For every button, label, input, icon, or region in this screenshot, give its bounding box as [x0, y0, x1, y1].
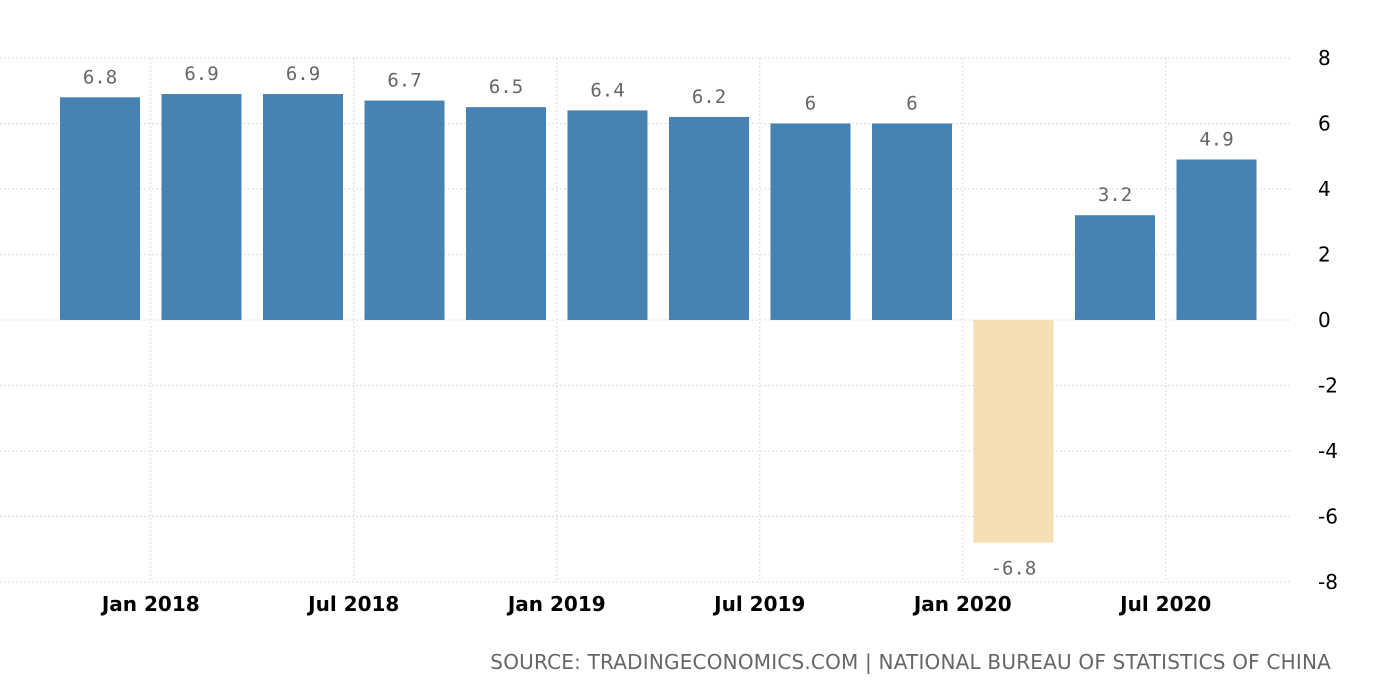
- bar-value-label: 6.5: [489, 76, 523, 98]
- x-tick-label: Jan 2019: [506, 592, 606, 616]
- y-tick-label: -2: [1318, 374, 1338, 398]
- bar-value-label: 6.2: [692, 86, 726, 108]
- bar-value-label: 6: [805, 93, 816, 115]
- x-tick-label: Jul 2019: [712, 592, 805, 616]
- y-tick-label: 6: [1318, 112, 1331, 136]
- y-tick-label: -8: [1318, 570, 1338, 594]
- bar[interactable]: [263, 94, 343, 321]
- bar[interactable]: [770, 123, 851, 321]
- y-tick-label: 4: [1318, 177, 1331, 201]
- bar-value-label: 6.8: [83, 66, 117, 88]
- bar[interactable]: [364, 100, 445, 320]
- x-axis: Jan 2018 Jul 2018 Jan 2019 Jul 2019 Jan 2020…: [100, 592, 1211, 616]
- bar[interactable]: [567, 110, 648, 321]
- bar[interactable]: [1176, 159, 1257, 320]
- x-tick-label: Jul 2020: [1118, 592, 1211, 616]
- y-tick-label: 0: [1318, 308, 1331, 332]
- x-tick-label: Jan 2020: [912, 592, 1012, 616]
- data-labels: 6.8 6.9 6.9 6.7 6.5 6.4 6.2 6 6 -6.8 3.2 4.9: [83, 63, 1234, 580]
- bar-value-label: 6.9: [286, 63, 320, 85]
- bar-value-label: 6: [906, 93, 917, 115]
- y-axis: 8 6 4 2 0 -2 -4 -6 -8: [1318, 46, 1338, 594]
- bar-value-label: 6.7: [387, 70, 421, 92]
- y-tick-label: -6: [1318, 505, 1338, 529]
- bar[interactable]: [466, 107, 546, 320]
- bar[interactable]: [973, 320, 1054, 543]
- bar[interactable]: [669, 116, 749, 320]
- y-tick-label: 8: [1318, 46, 1331, 70]
- bar-value-label: 6.4: [590, 79, 624, 101]
- bar-value-label: 3.2: [1098, 184, 1132, 206]
- bar[interactable]: [60, 97, 140, 320]
- x-tick-label: Jul 2018: [306, 592, 399, 616]
- bar-value-label: 4.9: [1199, 129, 1233, 151]
- source-note: SOURCE: TRADINGECONOMICS.COM | NATIONAL …: [490, 650, 1331, 674]
- y-tick-label: 2: [1318, 243, 1331, 267]
- bar-value-label: -6.8: [991, 558, 1037, 580]
- bars: [60, 94, 1257, 543]
- y-tick-label: -4: [1318, 439, 1338, 463]
- bar[interactable]: [872, 123, 952, 321]
- bar[interactable]: [161, 94, 242, 321]
- bar[interactable]: [1075, 215, 1155, 320]
- bar-value-label: 6.9: [184, 63, 218, 85]
- x-tick-label: Jan 2018: [100, 592, 200, 616]
